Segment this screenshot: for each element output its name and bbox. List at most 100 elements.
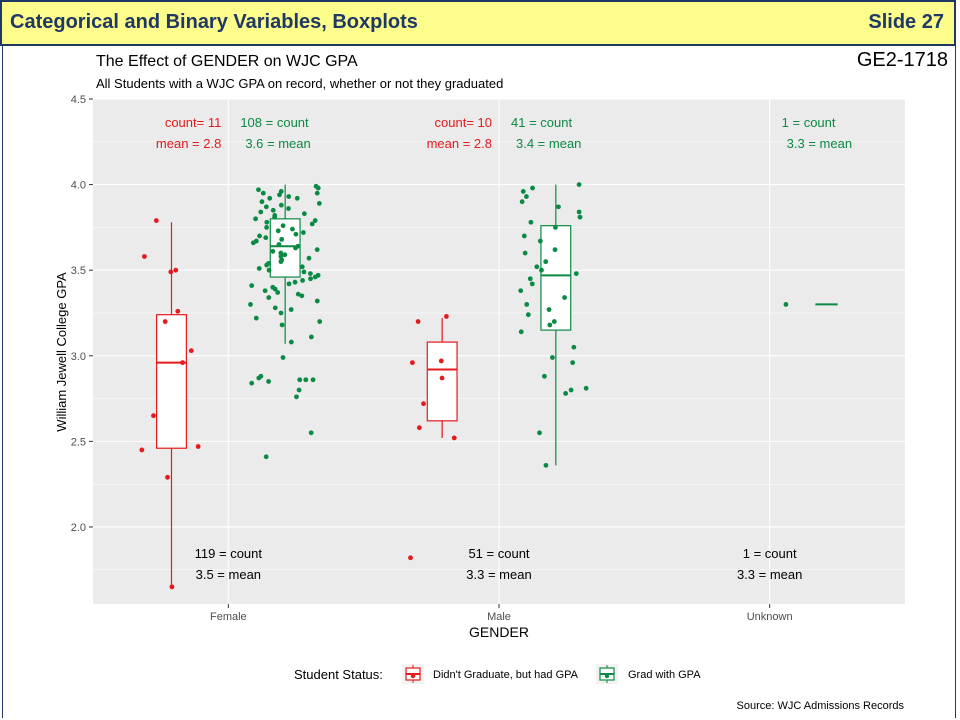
data-point — [783, 302, 789, 307]
data-point — [315, 185, 321, 191]
annotation-mean: 3.4 = mean — [516, 136, 581, 151]
data-point — [263, 235, 269, 241]
data-point — [165, 474, 170, 480]
data-point — [188, 348, 194, 354]
data-point — [162, 319, 168, 324]
data-point — [527, 276, 533, 282]
total-count: 119 = count — [195, 546, 263, 561]
slide-banner: Categorical and Binary Variables, Boxplo… — [0, 0, 956, 46]
data-point — [551, 319, 557, 324]
data-point — [248, 302, 253, 307]
data-point — [439, 375, 445, 381]
data-point — [282, 252, 288, 258]
data-point — [301, 211, 307, 217]
data-point — [556, 204, 561, 210]
data-point — [278, 310, 284, 316]
data-point — [293, 245, 298, 251]
data-point — [299, 293, 305, 299]
y-axis-title: William Jewell College GPA — [54, 272, 69, 432]
chart-caption: Source: WJC Admissions Records — [737, 700, 905, 712]
data-point — [409, 360, 415, 366]
data-point — [286, 194, 292, 199]
data-point — [537, 430, 542, 436]
data-point — [260, 190, 266, 196]
data-point — [295, 291, 301, 297]
data-point — [276, 242, 282, 247]
data-point — [543, 462, 549, 468]
data-point — [180, 360, 185, 366]
box-body — [426, 341, 458, 422]
data-point — [451, 435, 457, 441]
data-point — [253, 216, 258, 222]
data-point — [297, 377, 303, 383]
data-point — [270, 248, 276, 254]
data-point — [537, 238, 543, 244]
legend: Student Status: Didn't Graduate, but had… — [294, 664, 701, 684]
annotation-count: 108 = count — [240, 115, 309, 130]
data-point — [308, 430, 314, 436]
data-point — [522, 250, 528, 256]
box-body — [540, 225, 572, 331]
annotation-count: count= 11 — [165, 115, 222, 130]
data-point — [290, 226, 295, 232]
data-point — [316, 201, 322, 206]
slide-title: Categorical and Binary Variables, Boxplo… — [10, 11, 418, 33]
data-point — [444, 314, 449, 319]
data-point — [278, 250, 284, 256]
data-point — [278, 259, 284, 265]
data-point — [142, 254, 147, 259]
data-point — [151, 413, 156, 419]
data-point — [175, 308, 181, 314]
data-point — [286, 281, 292, 287]
data-point — [520, 189, 526, 194]
data-point — [195, 444, 201, 449]
data-point — [312, 274, 318, 280]
data-point — [568, 387, 574, 393]
total-mean: 3.3 = mean — [466, 567, 531, 582]
data-point — [576, 182, 582, 187]
total-mean: 3.5 = mean — [196, 567, 261, 582]
data-point — [169, 584, 175, 590]
data-point — [280, 355, 286, 360]
data-point — [288, 307, 294, 312]
data-point — [308, 276, 313, 282]
data-point — [577, 214, 583, 220]
data-point — [264, 262, 270, 268]
data-point — [525, 312, 531, 318]
legend-key-not-graduated — [402, 664, 424, 684]
y-tick-label: 3.5 — [71, 265, 86, 277]
data-point — [518, 329, 524, 335]
data-point — [415, 319, 421, 324]
legend-label-graduated: Grad with GPA — [628, 669, 701, 681]
data-point — [168, 269, 174, 275]
data-point — [266, 295, 272, 300]
data-point — [576, 209, 582, 215]
data-point — [534, 264, 540, 270]
x-tick-label: Male — [487, 611, 511, 623]
box-0-1 — [426, 318, 458, 438]
grid-lines — [93, 98, 905, 604]
annotation-count: 41 = count — [511, 115, 572, 130]
data-point — [272, 286, 278, 292]
annotation-count: 1 = count — [782, 115, 836, 130]
data-point — [280, 223, 286, 229]
data-point — [317, 319, 323, 324]
legend-key-graduated — [596, 664, 618, 684]
data-point — [278, 202, 284, 208]
data-point — [296, 387, 302, 393]
data-point — [421, 401, 426, 407]
y-tick-label: 2.5 — [71, 436, 86, 448]
data-point — [263, 454, 269, 460]
slide-code: GE2-1718 — [856, 49, 948, 71]
x-tick-label: Female — [210, 611, 247, 623]
data-point — [303, 377, 309, 383]
total-count: 1 = count — [743, 546, 797, 561]
legend-label-not-graduated: Didn't Graduate, but had GPA — [433, 669, 579, 681]
data-point — [270, 207, 276, 213]
data-point — [519, 199, 525, 205]
data-point — [299, 264, 305, 270]
chart-title: The Effect of GENDER on WJC GPA — [96, 53, 358, 70]
data-point — [301, 269, 307, 275]
data-point — [288, 339, 294, 345]
